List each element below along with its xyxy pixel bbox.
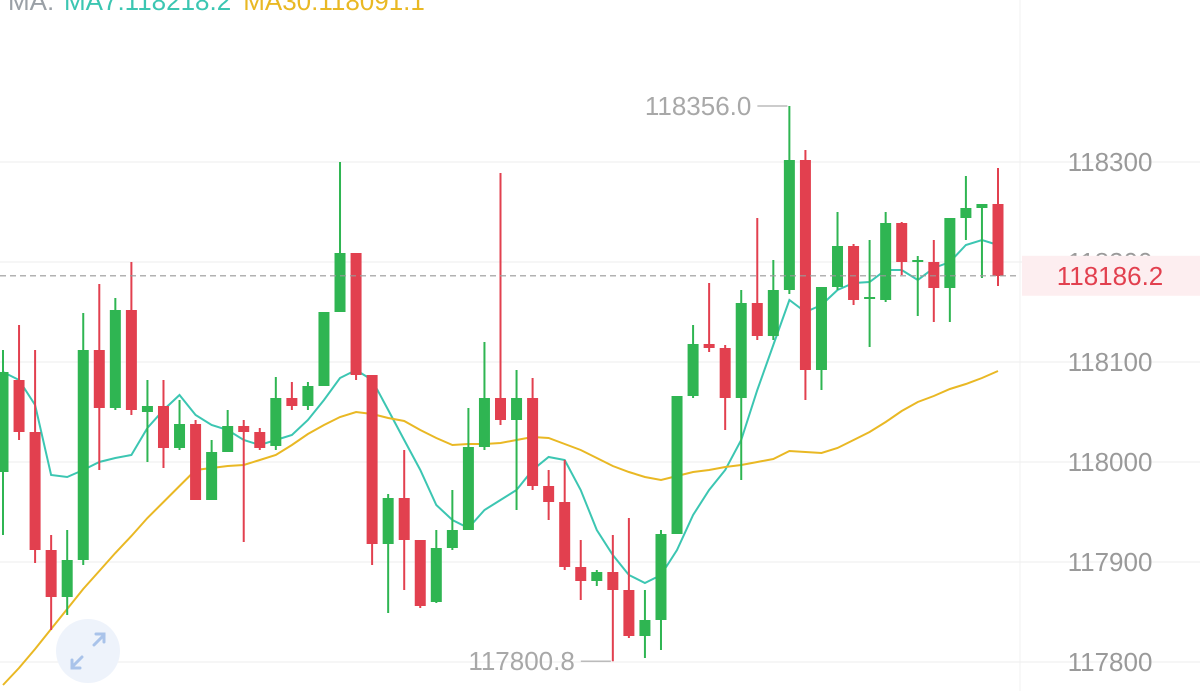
candle-body (575, 567, 587, 581)
candle-body (61, 560, 73, 597)
legend-prefix: MA: (8, 0, 54, 16)
grid: 117800117900118000118100118200118300 (0, 147, 1200, 677)
last-price-label: 118186.2 (1057, 261, 1164, 291)
zoom-button[interactable] (56, 619, 120, 683)
y-tick-label: 118300 (1068, 147, 1153, 177)
overlays: 118356.0 117800.8 118186.2 (0, 91, 1200, 676)
candle-body (302, 386, 314, 406)
candle-body (912, 260, 924, 262)
candle-body (944, 218, 956, 288)
candle-body (238, 426, 250, 432)
candle-body (366, 375, 378, 544)
candle-body (414, 540, 426, 606)
candle-body (190, 424, 202, 500)
candle-body (125, 310, 137, 410)
high-label: 118356.0 (645, 91, 752, 121)
candles (0, 106, 1004, 662)
candle-body (671, 396, 683, 534)
candle-body (93, 350, 105, 408)
candle-body (848, 246, 860, 300)
candle-body (13, 380, 25, 432)
candle-body (623, 590, 635, 636)
low-label: 117800.8 (468, 646, 575, 676)
zoom-icon (70, 632, 106, 670)
candle-body (992, 204, 1004, 276)
candle-body (527, 398, 539, 486)
last-price-box (1022, 255, 1200, 296)
candle-body (157, 406, 169, 448)
candle-body (559, 502, 571, 567)
candle-body (703, 344, 715, 348)
candle-body (334, 253, 346, 312)
candle-body (430, 548, 442, 602)
ma-lines (2, 238, 999, 686)
candle-body (478, 398, 490, 447)
legend-entry: MA30:118091.1 (243, 0, 425, 16)
y-tick-label: 118100 (1068, 347, 1153, 377)
candle-body (174, 424, 186, 448)
candle-body (0, 372, 9, 472)
candle-body (29, 432, 41, 550)
candle-body (141, 406, 153, 412)
candle-body (799, 160, 811, 370)
candle-body (864, 297, 876, 299)
candle-body (318, 312, 330, 386)
candle-body (462, 447, 474, 530)
candle-body (767, 290, 779, 336)
candle-body (639, 620, 651, 636)
candle-body (206, 452, 218, 500)
candle-body (270, 398, 282, 446)
candle-body (896, 223, 908, 262)
candle-body (655, 534, 667, 620)
candle-body (286, 398, 298, 406)
candle-body (45, 550, 57, 597)
y-tick-label: 117900 (1068, 547, 1153, 577)
candle-body (880, 223, 892, 300)
candle-body (254, 432, 266, 448)
legend-entry: MA7:118218.2 (64, 0, 231, 16)
candle-body (77, 350, 89, 560)
candle-body (928, 262, 940, 288)
y-tick-label: 118000 (1068, 447, 1153, 477)
candle-body (783, 160, 795, 290)
candle-body (398, 498, 410, 540)
ma-line (2, 370, 999, 686)
candle-body (382, 498, 394, 544)
candle-body (719, 348, 731, 398)
candle-body (815, 287, 827, 370)
candle-body (350, 253, 362, 375)
candle-body (976, 204, 988, 208)
candle-body (735, 303, 747, 398)
candle-body (832, 246, 844, 287)
candle-body (687, 344, 699, 396)
candle-body (751, 303, 763, 336)
candle-body (607, 572, 619, 590)
candle-body (543, 486, 555, 502)
y-tick-label: 117800 (1068, 647, 1153, 677)
candle-body (511, 398, 523, 420)
candle-body (446, 530, 458, 548)
candle-body (591, 572, 603, 581)
candle-body (109, 310, 121, 408)
candle-body (960, 208, 972, 218)
candle-body (495, 398, 506, 420)
ma-line (2, 238, 999, 585)
candle-body (222, 426, 234, 452)
